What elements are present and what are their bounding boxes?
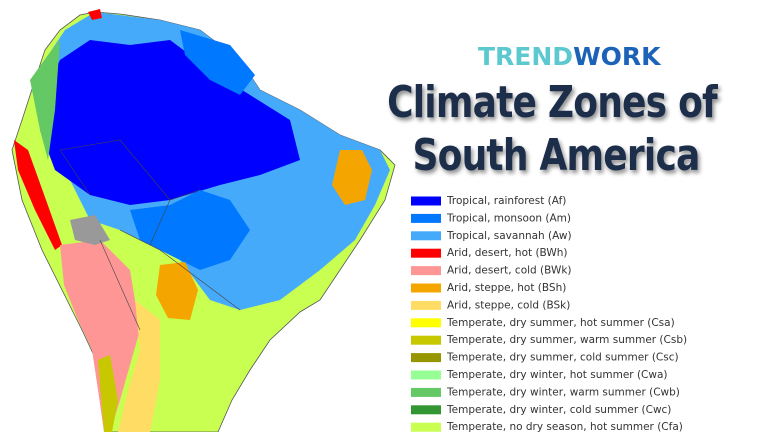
legend-label: Temperate, dry summer, warm summer (Csb) [446, 334, 687, 346]
legend-swatch [411, 266, 441, 276]
title: Climate Zones of South America [387, 78, 719, 181]
desert-hot-coast [14, 140, 62, 250]
legend-swatch [411, 405, 441, 415]
legend-label: Temperate, dry winter, cold summer (Cwc) [446, 404, 671, 416]
legend-label: Arid, steppe, hot (BSh) [447, 282, 566, 294]
title-line: Climate Zones of [387, 78, 718, 128]
legend-swatch [411, 196, 441, 206]
legend-swatch [411, 387, 441, 397]
legend-swatch [411, 353, 441, 363]
legend-swatch [411, 370, 441, 380]
legend-swatch [411, 213, 441, 223]
legend-label: Tropical, monsoon (Am) [446, 212, 571, 224]
dry-summer-warm [98, 355, 118, 432]
borders [59, 139, 241, 331]
legend-swatch [411, 248, 441, 258]
legend-label: Temperate, dry winter, warm summer (Cwb) [446, 386, 680, 398]
legend: Tropical, rainforest (Af) Tropical, monso… [411, 195, 687, 432]
brand-part: TREND [478, 42, 573, 71]
monsoon-north [180, 30, 255, 95]
legend-label: Arid, desert, cold (BWk) [447, 265, 572, 277]
brand-part: WORK [573, 42, 662, 71]
legend-swatch [411, 283, 441, 293]
legend-label: Arid, steppe, cold (BSk) [447, 299, 570, 311]
legend-label: Temperate, dry summer, cold summer (Csc) [446, 352, 679, 364]
legend-label: Temperate, dry summer, hot summer (Csa) [446, 317, 675, 329]
legend-label: Tropical, rainforest (Af) [446, 195, 566, 207]
rainforest-zone [40, 40, 300, 205]
legend-swatch [411, 335, 441, 345]
brand-text: TRENDWORK [478, 42, 662, 71]
legend-label: Tropical, savannah (Aw) [446, 230, 572, 242]
brand: TRENDWORK [478, 42, 662, 71]
legend-swatch [411, 300, 441, 310]
dry-winter-warm [30, 40, 60, 160]
legend-label: Arid, desert, hot (BWh) [447, 247, 568, 259]
legend-swatch [411, 422, 441, 432]
legend-label: Temperate, no dry season, hot summer (Cf… [446, 421, 683, 432]
desert-cold-andes [60, 240, 140, 432]
grey-highland [70, 215, 110, 245]
legend-swatch [411, 231, 441, 241]
steppe-hot-chaco [156, 262, 198, 320]
map [11, 9, 396, 432]
title-line: South America [412, 131, 699, 181]
legend-swatch [411, 318, 441, 328]
caribbean-red [88, 9, 102, 20]
steppe-cold [118, 300, 160, 432]
legend-label: Temperate, dry winter, hot summer (Cwa) [446, 369, 668, 381]
steppe-hot-ne [332, 150, 372, 205]
